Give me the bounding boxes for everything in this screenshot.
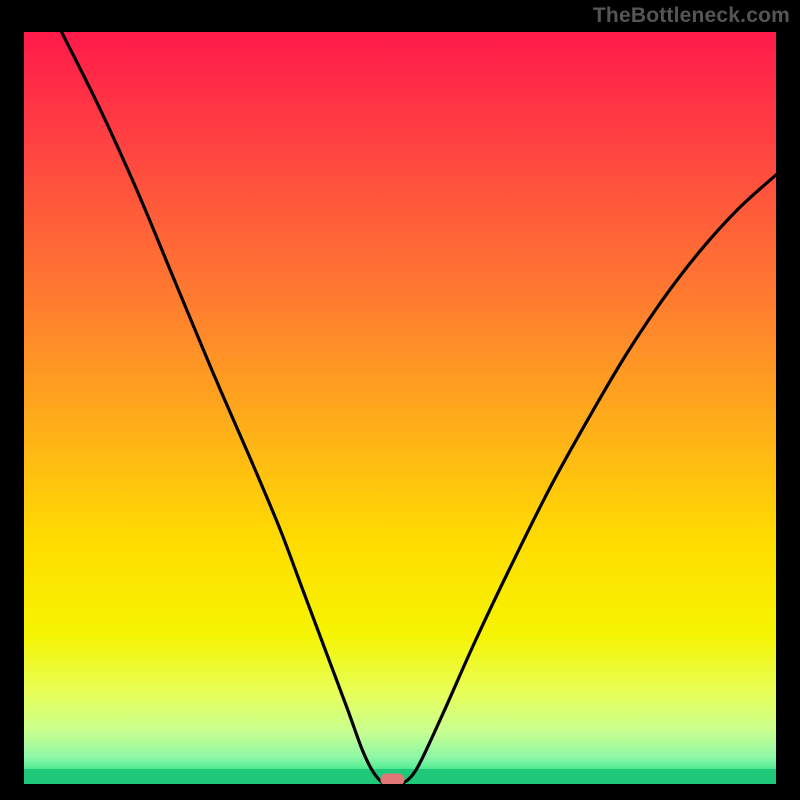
- plot-area: [24, 32, 776, 784]
- watermark-text: TheBottleneck.com: [593, 4, 790, 28]
- chart-svg: [24, 32, 776, 784]
- gradient-background: [24, 32, 776, 784]
- figure-frame: TheBottleneck.com: [0, 0, 800, 800]
- optimum-marker: [380, 773, 404, 784]
